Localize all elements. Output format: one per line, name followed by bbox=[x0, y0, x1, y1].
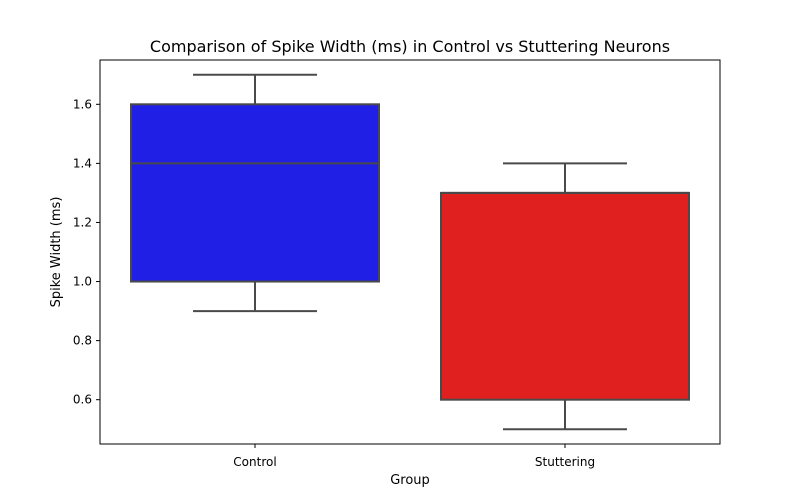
y-tick-label: 0.8 bbox=[73, 334, 92, 348]
box-stuttering bbox=[440, 191, 690, 401]
y-tick-label: 0.6 bbox=[73, 393, 92, 407]
y-tick-label: 1.4 bbox=[73, 156, 92, 170]
x-tick-label-stuttering: Stuttering bbox=[535, 455, 595, 469]
y-tick-label: 1.0 bbox=[73, 275, 92, 289]
x-tick-label-control: Control bbox=[233, 455, 276, 469]
y-tick-label: 1.2 bbox=[73, 215, 92, 229]
plot-frame bbox=[99, 59, 721, 445]
y-tick-label: 1.6 bbox=[73, 97, 92, 111]
x-axis-label: Group bbox=[390, 473, 430, 488]
box-control bbox=[130, 103, 380, 283]
chart-title: Comparison of Spike Width (ms) in Contro… bbox=[150, 37, 670, 56]
y-axis-label: Spike Width (ms) bbox=[49, 197, 64, 308]
